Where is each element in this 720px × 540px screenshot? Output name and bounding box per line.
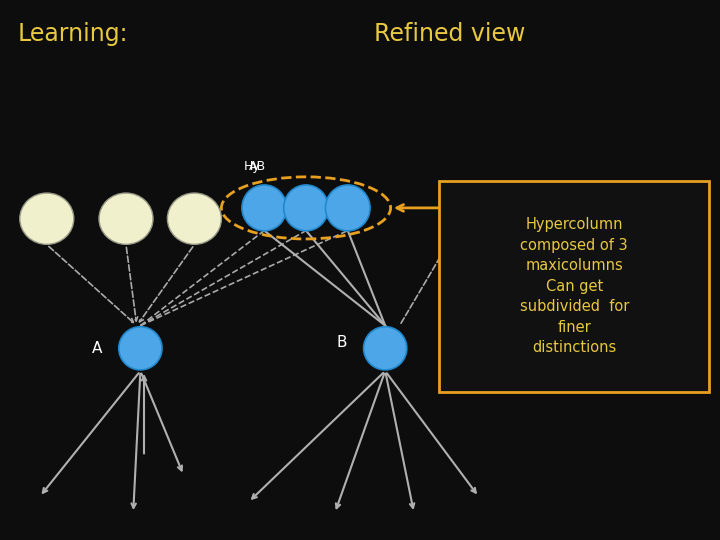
Text: Hypercolumn
composed of 3
maxicolumns
Can get
subdivided  for
finer
distinctions: Hypercolumn composed of 3 maxicolumns Ca… [520,218,629,355]
Ellipse shape [20,193,74,244]
Ellipse shape [242,185,287,231]
Text: A: A [92,341,102,356]
Ellipse shape [119,327,162,370]
Ellipse shape [167,193,222,244]
Text: Hy: Hy [243,160,261,173]
Ellipse shape [325,185,370,231]
Ellipse shape [364,327,407,370]
Text: Learning:: Learning: [18,22,128,45]
Text: Refined view: Refined view [374,22,526,45]
Text: B: B [337,335,347,350]
FancyBboxPatch shape [439,181,709,392]
Ellipse shape [99,193,153,244]
Ellipse shape [284,185,328,231]
Text: AB: AB [248,160,266,173]
